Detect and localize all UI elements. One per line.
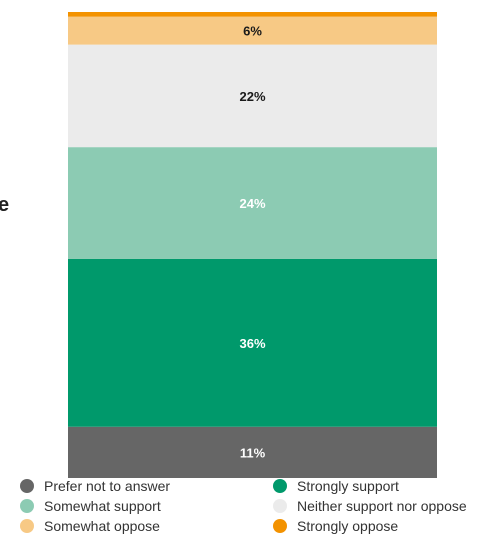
legend-item: Strongly oppose (273, 518, 398, 534)
legend-item: Strongly support (273, 478, 399, 494)
legend-swatch (20, 499, 34, 513)
legend-swatch (20, 519, 34, 533)
legend-label: Strongly oppose (297, 518, 399, 534)
data-label: 11% (240, 445, 266, 460)
legend-item: Somewhat support (20, 498, 161, 514)
bar-segment-somewhat-support (68, 147, 437, 259)
data-label: 24% (239, 196, 265, 211)
legend-label: Somewhat oppose (44, 518, 160, 534)
data-label: 22% (239, 89, 265, 104)
chart-legend: Prefer not to answer Strongly support Some… (0, 474, 495, 559)
legend-item: Prefer not to answer (20, 478, 170, 494)
data-label: 36% (239, 336, 265, 351)
legend-item: Neither support nor oppose (273, 498, 467, 514)
data-label: 6% (243, 24, 262, 39)
cut-off-label: e (0, 194, 10, 216)
bar-segment-neither-support-nor-oppose (68, 44, 437, 148)
bar-segment-strongly-support (68, 258, 437, 427)
bar-segment-somewhat-oppose (68, 16, 437, 45)
legend-swatch (273, 519, 287, 533)
bar-segment-prefer-not-to-answer (68, 426, 437, 478)
legend-label: Somewhat support (44, 498, 161, 514)
bar-segment-strongly-oppose (68, 12, 437, 17)
legend-swatch (273, 499, 287, 513)
legend-label: Strongly support (297, 478, 399, 494)
legend-label: Neither support nor oppose (297, 498, 467, 514)
legend-swatch (273, 479, 287, 493)
legend-item: Somewhat oppose (20, 518, 160, 534)
legend-label: Prefer not to answer (44, 478, 171, 494)
legend-swatch (20, 479, 34, 493)
stacked-bar-chart: 11% 36% 24% 22% 6% (68, 12, 437, 478)
